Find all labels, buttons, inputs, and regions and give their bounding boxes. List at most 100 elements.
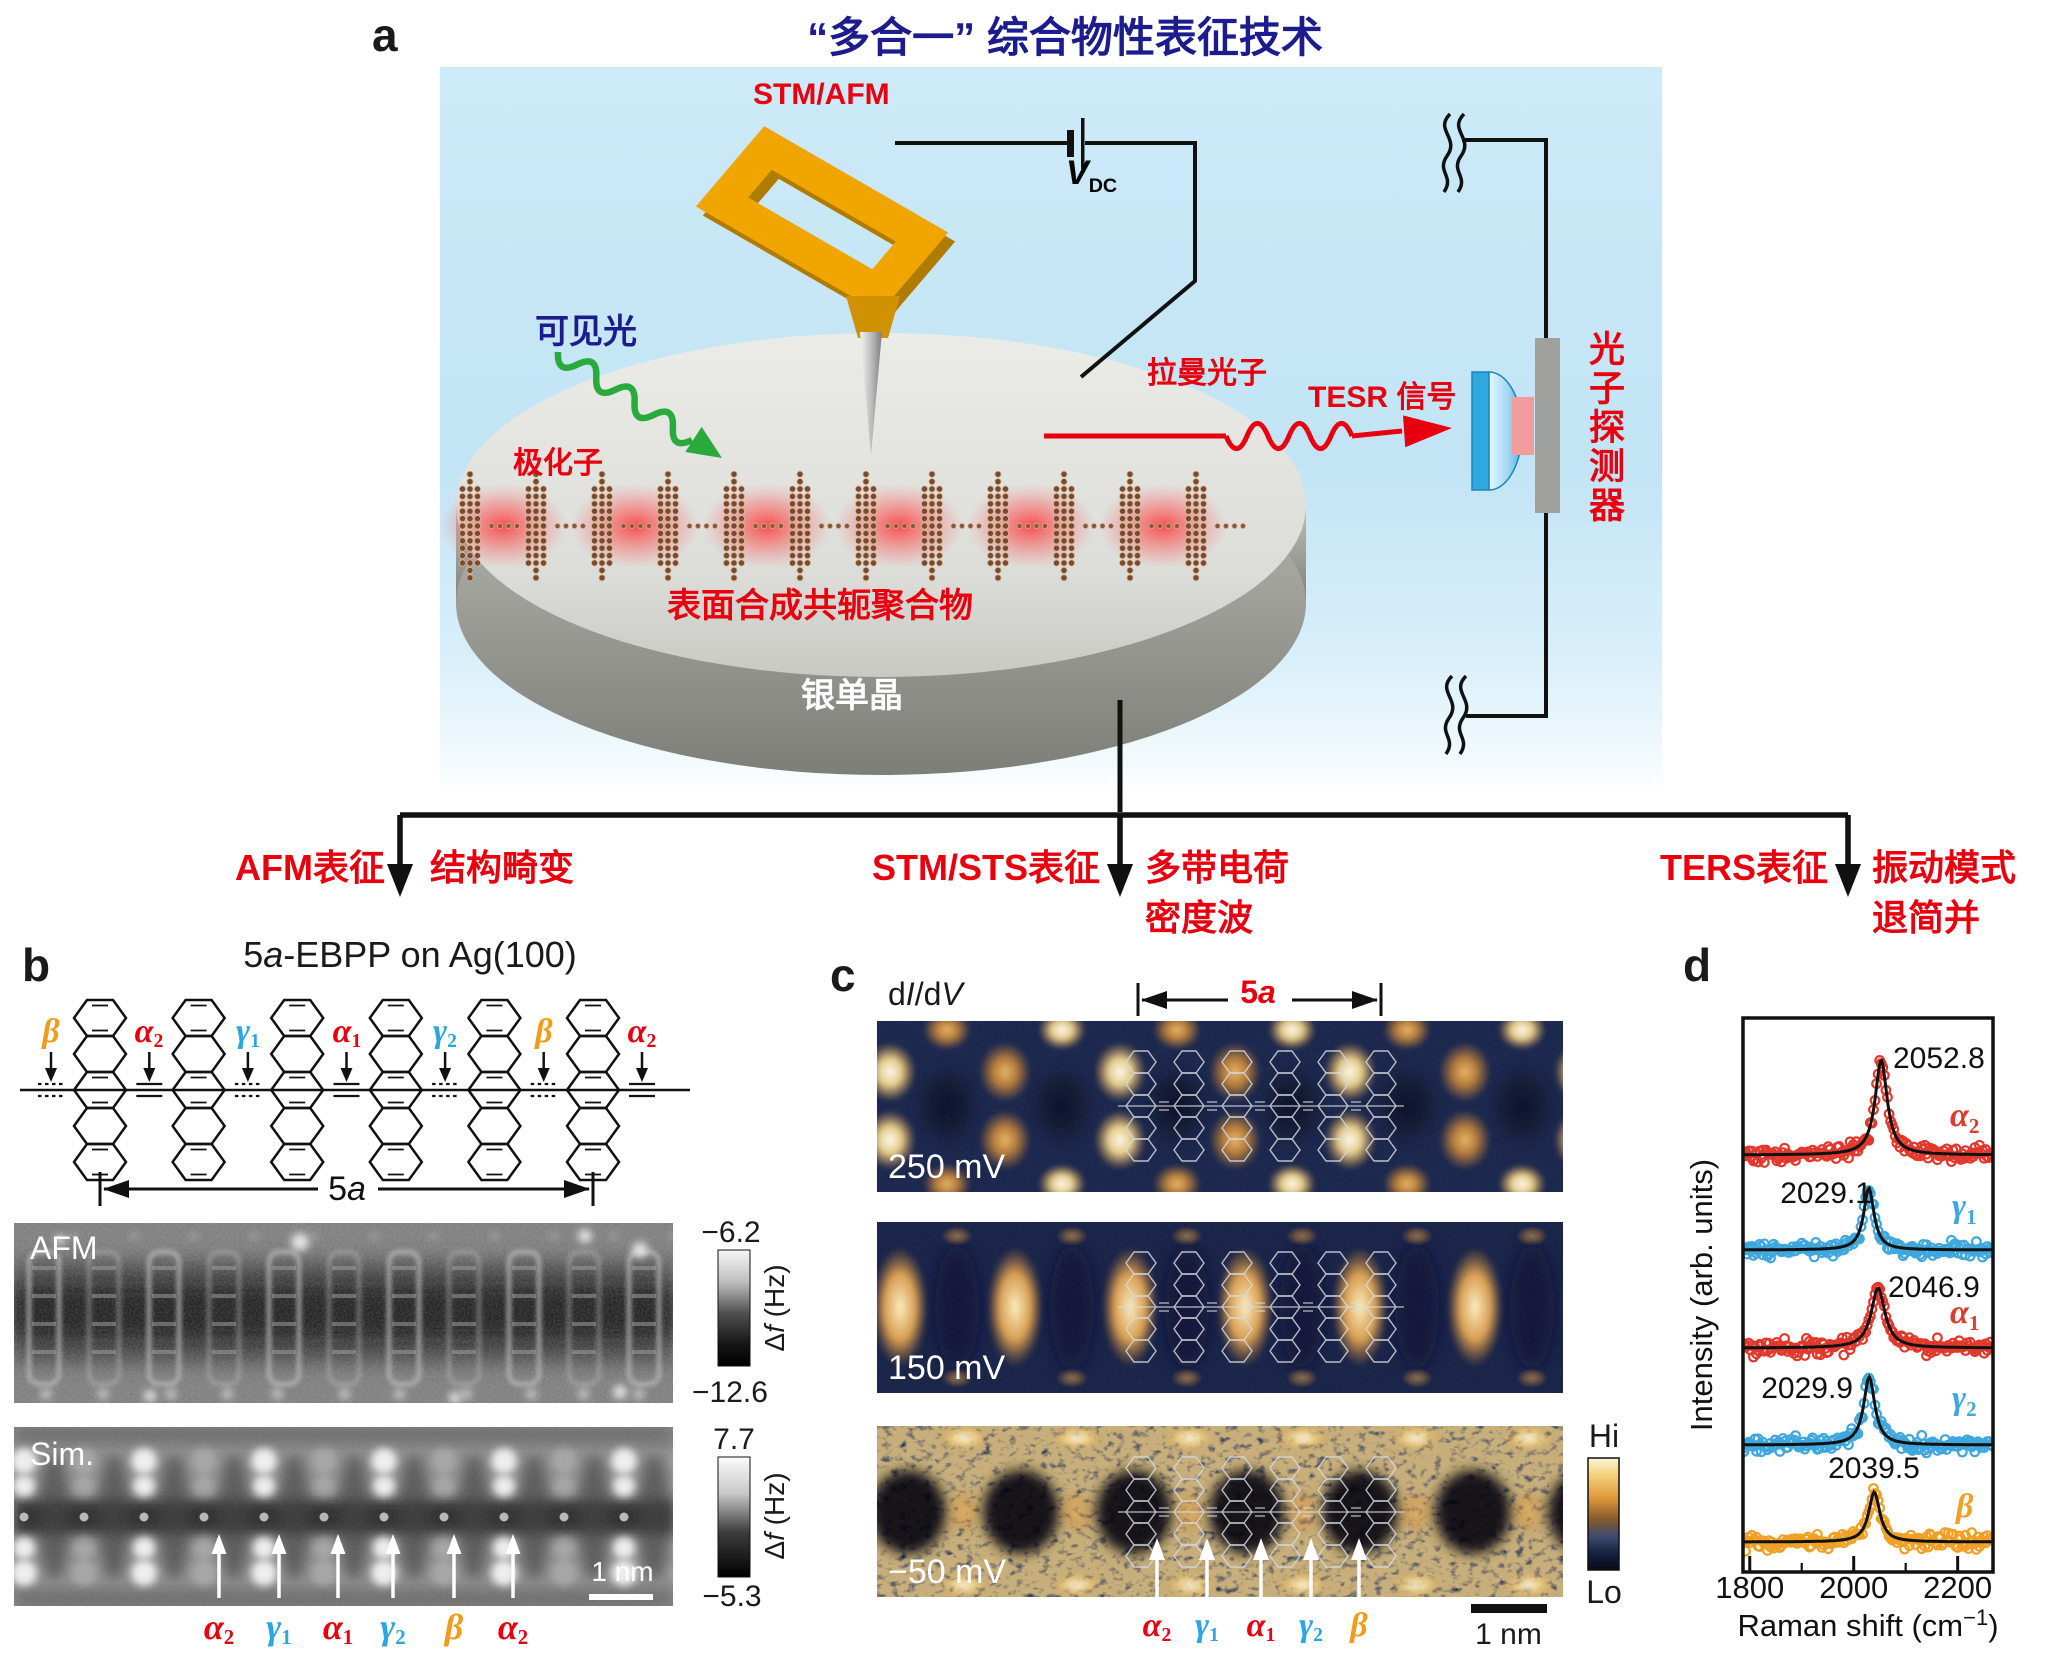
bond-label-5: β — [535, 1013, 553, 1050]
x-tick-label: 2000 — [1819, 1570, 1888, 1605]
hi-lo-colorbar — [1587, 1457, 1620, 1571]
didv-map-250mv — [877, 1021, 1563, 1192]
panel-b-colorbars — [717, 1249, 751, 1578]
afm-colorbar-min: −12.6 — [692, 1376, 768, 1409]
delta-symbol: Δ — [759, 1332, 790, 1352]
series-label-α2: α2 — [1950, 1097, 1979, 1138]
sim-arrow-label-0: α2 — [203, 1607, 235, 1650]
bond-label-6: α2 — [627, 1013, 657, 1052]
map-arrow-label-4: β — [1350, 1607, 1368, 1644]
vdc-subscript: DC — [1088, 174, 1118, 197]
didv-d2: /d — [914, 976, 942, 1012]
hz-unit: (Hz) — [759, 1472, 790, 1534]
span-a: a — [1258, 974, 1276, 1010]
panel-c-span-label: 5a — [1226, 974, 1290, 1011]
molecule-overlay — [1118, 1456, 1404, 1568]
panel-c-span — [1136, 983, 1383, 1016]
circuit-wires — [895, 138, 1548, 718]
tesr-signal-label: TESR 信号 — [1308, 381, 1457, 414]
map-arrow-label-1: γ1 — [1194, 1607, 1219, 1646]
battery-plate-short — [1067, 130, 1074, 157]
polaron-glow — [1099, 484, 1227, 568]
didv-current: I — [905, 976, 915, 1012]
peak-value-label: 2029.9 — [1761, 1372, 1853, 1405]
polaron-label: 极化子 — [513, 447, 603, 480]
vdc-symbol: V — [1066, 154, 1089, 192]
panel-c-scalebar-text: 1 nm — [1475, 1618, 1542, 1651]
flow-ters-result-line2: 退简并 — [1872, 897, 1981, 938]
colorbar-lo-label: Lo — [1586, 1574, 1622, 1610]
sim-colorbar-min: −5.3 — [702, 1580, 762, 1613]
polymer-chain — [439, 470, 1246, 582]
panel-b-title-italic-a: a — [263, 934, 284, 975]
series-label-β: β — [1954, 1488, 1974, 1525]
series-label-γ1: γ1 — [1952, 1188, 1977, 1229]
stm-tip — [860, 332, 882, 455]
f-symbol: f — [759, 1325, 790, 1333]
molecule-overlay — [1118, 1050, 1404, 1162]
sim-bond-arrows — [211, 1534, 653, 1600]
panel-b-letter: b — [22, 939, 51, 991]
bond-label-0: β — [42, 1013, 60, 1050]
x-tick-label: 1800 — [1715, 1570, 1784, 1605]
battery-plate-long — [1081, 118, 1085, 169]
lorentzian-fit — [1743, 1058, 1993, 1157]
photon-detector-label: 光子探测器 — [1584, 330, 1625, 525]
panel-a-letter: a — [372, 9, 398, 61]
sim-arrow-label-4: β — [444, 1607, 464, 1647]
series-label-γ2: γ2 — [1952, 1380, 1977, 1421]
polaron-glow — [439, 484, 567, 568]
didv-map-150mv — [877, 1222, 1563, 1393]
series-label-α1: α1 — [1950, 1294, 1979, 1335]
panel-a-title: “多合一” 综合物性表征技术 — [807, 14, 1323, 61]
sim-colorbar-unit: Δf (Hz) — [759, 1441, 791, 1591]
sim-arrow-label-3: γ2 — [380, 1607, 406, 1650]
didv-d1: d — [888, 976, 906, 1012]
vdc-label: VDC — [1066, 154, 1117, 198]
peak-value-label: 2052.8 — [1893, 1042, 1985, 1075]
colorbar-hi-label: Hi — [1588, 1418, 1620, 1454]
panel-c-bond-arrows — [1149, 1538, 1547, 1613]
map-arrow-label-3: γ2 — [1298, 1607, 1323, 1646]
raman-spectra-plot: 1800 2000 2200 2052.8 α2 2029.1 γ1 2046.9α1 2029… — [1684, 1016, 1999, 1643]
raman-spectrum-α2 — [1743, 1055, 1993, 1168]
peak-value-label: 2039.5 — [1828, 1452, 1920, 1485]
didv-label: dI/dV — [888, 976, 963, 1013]
bond-label-2: γ1 — [235, 1013, 260, 1052]
molecule-overlay — [1118, 1251, 1404, 1363]
bond-label-3: α1 — [332, 1013, 362, 1052]
f-symbol: f — [759, 1533, 790, 1541]
silver-crystal-label: 银单晶 — [801, 677, 903, 715]
afm-colorbar-max: −6.2 — [701, 1216, 761, 1249]
cantilever — [695, 126, 956, 338]
peak-value-label: 2029.1 — [1780, 1177, 1872, 1210]
flow-ters-method: TERS表征 — [1659, 847, 1828, 888]
afm-colorbar-unit: Δf (Hz) — [759, 1233, 791, 1383]
panel-b-title: 5a-EBPP on Ag(100) — [210, 934, 610, 976]
sim-image-label: Sim. — [30, 1436, 94, 1472]
stm-afm-label: STM/AFM — [753, 78, 890, 111]
sim-arrow-label-2: α1 — [322, 1607, 354, 1650]
panel-d-letter: d — [1683, 939, 1712, 991]
panel-b-structure: 5a — [20, 998, 690, 1208]
flow-sts-result-line2: 密度波 — [1145, 897, 1254, 938]
sensor-chip — [1512, 397, 1534, 455]
didv-voltage: V — [941, 976, 963, 1012]
flow-sts-result-line1: 多带电荷 — [1145, 847, 1290, 888]
visible-light-label: 可见光 — [535, 313, 637, 351]
raman-spectrum-γ2 — [1743, 1372, 1993, 1459]
flow-afm-method: AFM表征 — [235, 847, 385, 888]
panel-c-scalebar — [1471, 1604, 1547, 1613]
panel-a-scene — [439, 112, 1560, 775]
span-5: 5 — [1240, 974, 1258, 1010]
raman-photons-label: 拉曼光子 — [1147, 357, 1267, 390]
detector-bar — [1535, 338, 1560, 513]
sim-arrow-label-1: γ1 — [266, 1607, 292, 1650]
y-axis-title: Intensity (arb. units) — [1684, 1159, 1719, 1431]
bond-label-4: γ2 — [432, 1013, 457, 1052]
panel-b-scalebar — [589, 1594, 653, 1600]
map-arrow-label-0: α2 — [1142, 1607, 1172, 1646]
sim-arrow-label-5: α2 — [497, 1607, 529, 1650]
lens-flat — [1471, 371, 1490, 491]
